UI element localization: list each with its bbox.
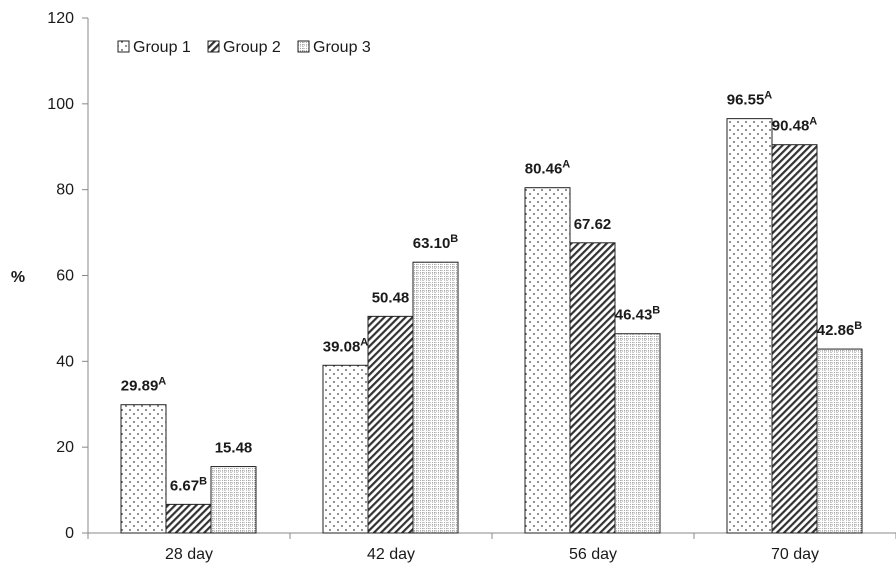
axes: 0 20 40 60 80 100 120 28 day 42 day 56 day 70 day <box>47 10 896 563</box>
x-tick-label: 28 day <box>165 546 213 563</box>
bar <box>614 333 661 534</box>
y-tick-label: 120 <box>47 10 74 27</box>
data-label: 46.43B <box>615 305 661 324</box>
bar <box>210 466 257 534</box>
legend-label: Group 3 <box>313 39 371 56</box>
bar <box>524 187 571 534</box>
y-tick-label: 20 <box>56 439 74 456</box>
legend-label: Group 2 <box>223 39 281 56</box>
data-label: 63.10B <box>413 233 459 252</box>
y-tick-label: 80 <box>56 182 74 199</box>
y-tick-label: 100 <box>47 96 74 113</box>
y-tick-label: 0 <box>65 525 74 542</box>
legend-swatch <box>117 40 130 53</box>
data-label: 42.86B <box>817 320 863 339</box>
bar <box>816 348 863 534</box>
bar <box>165 503 212 534</box>
legend: Group 1 Group 2 Group 3 <box>117 39 371 56</box>
data-label: 39.08A <box>323 336 369 355</box>
bars <box>120 118 863 534</box>
data-label: 15.48 <box>215 440 253 457</box>
legend-swatch <box>207 40 220 53</box>
bar <box>322 364 369 534</box>
y-tick-label: 60 <box>56 268 74 285</box>
data-label: 90.48A <box>772 116 818 135</box>
y-axis-label: % <box>11 269 25 286</box>
x-tick-label: 56 day <box>569 546 617 563</box>
bar <box>569 242 616 534</box>
x-tick-label: 42 day <box>367 546 415 563</box>
data-labels: 29.89A 6.67B 15.48 39.08A 50.48 63.10B 80.46A 6… <box>121 90 863 495</box>
legend-swatch <box>297 40 310 53</box>
bar <box>412 261 459 534</box>
data-label: 96.55A <box>727 90 773 109</box>
bar <box>771 144 818 534</box>
data-label: 6.67B <box>170 475 207 494</box>
data-label: 67.62 <box>574 216 612 233</box>
legend-label: Group 1 <box>133 39 191 56</box>
bar <box>120 404 167 534</box>
data-label: 80.46A <box>525 159 571 178</box>
y-tick-label: 40 <box>56 353 74 370</box>
data-label: 29.89A <box>121 376 167 395</box>
x-tick-label: 70 day <box>771 546 819 563</box>
bar <box>367 315 414 534</box>
data-label: 50.48 <box>372 289 410 306</box>
bar <box>726 118 773 534</box>
